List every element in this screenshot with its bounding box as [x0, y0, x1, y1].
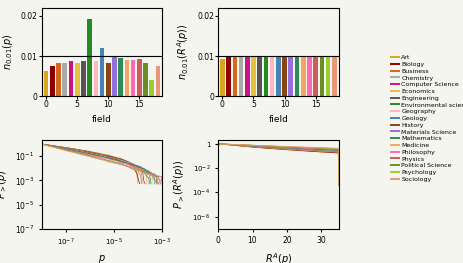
Bar	[331, 56, 336, 96]
X-axis label: $p$: $p$	[98, 253, 106, 263]
Legend: Art, Biology, Business, Chemistry, Computer Science, Economics, Engineering, Env: Art, Biology, Business, Chemistry, Compu…	[390, 55, 463, 182]
Y-axis label: $n_{0.01}(p)$: $n_{0.01}(p)$	[1, 34, 15, 70]
Bar	[94, 61, 98, 96]
Bar	[325, 56, 330, 96]
Bar	[44, 71, 48, 96]
Bar	[263, 56, 268, 96]
Bar	[313, 56, 317, 96]
Bar	[300, 56, 305, 96]
Bar	[87, 19, 92, 96]
Bar	[149, 80, 154, 96]
Bar	[269, 56, 274, 96]
Bar	[238, 56, 243, 96]
Bar	[143, 63, 148, 96]
Bar	[288, 56, 293, 96]
Bar	[232, 56, 237, 96]
Bar	[226, 56, 231, 96]
X-axis label: $R^A(p)$: $R^A(p)$	[264, 251, 291, 263]
X-axis label: field: field	[92, 115, 112, 124]
Bar	[250, 56, 255, 96]
Bar	[137, 59, 141, 96]
Bar	[69, 61, 73, 96]
Bar	[56, 63, 61, 96]
Bar	[50, 66, 55, 96]
Bar	[244, 56, 249, 96]
Bar	[106, 63, 110, 96]
Bar	[112, 56, 117, 96]
Bar	[257, 56, 262, 96]
Bar	[124, 60, 129, 96]
Bar	[63, 63, 67, 96]
Y-axis label: $P_{>}(R^A(p))$: $P_{>}(R^A(p))$	[171, 160, 187, 209]
Bar	[155, 66, 160, 96]
Bar	[275, 56, 280, 96]
Bar	[294, 56, 299, 96]
X-axis label: field: field	[268, 115, 288, 124]
Y-axis label: $n_{0.01}(R^A(p))$: $n_{0.01}(R^A(p))$	[175, 24, 191, 80]
Bar	[131, 60, 135, 96]
Bar	[81, 61, 86, 96]
Bar	[118, 58, 123, 96]
Bar	[319, 56, 324, 96]
Bar	[282, 56, 286, 96]
Bar	[307, 56, 311, 96]
Bar	[75, 63, 79, 96]
Bar	[100, 48, 104, 96]
Bar	[219, 59, 224, 96]
Y-axis label: $P_{>}(p)$: $P_{>}(p)$	[0, 170, 9, 199]
